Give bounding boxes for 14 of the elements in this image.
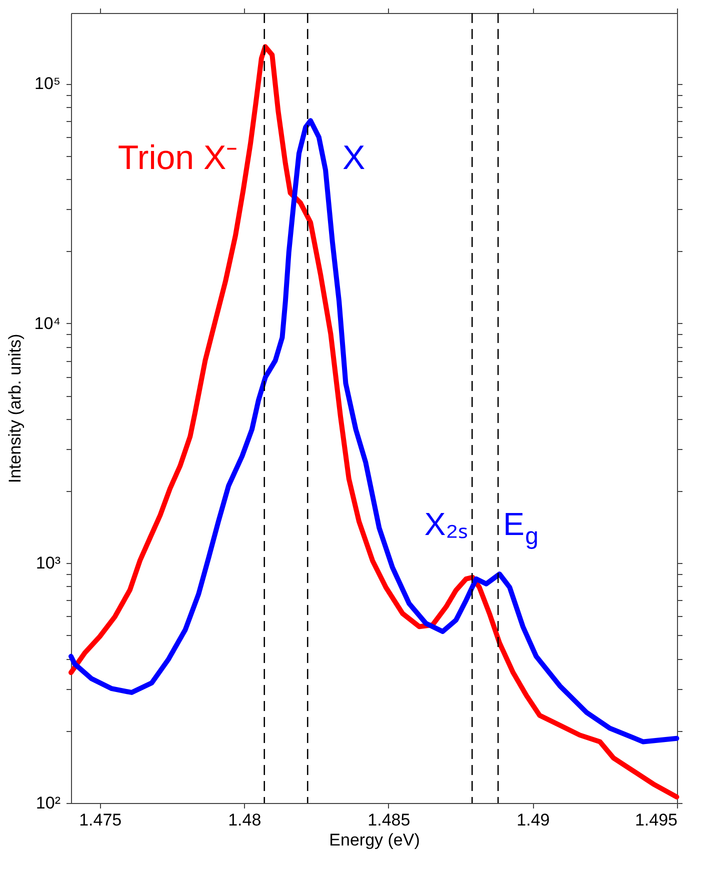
y-axis-title: Intensity (arb. units) (5, 334, 24, 484)
ref-line-label: X₂ₛ (424, 506, 468, 542)
series-label: Trion X⁻ (118, 139, 238, 177)
x-tick-label: 1.49 (516, 810, 550, 830)
x-axis-title: Energy (eV) (329, 830, 420, 850)
y-tick-label: 10³ (36, 554, 61, 573)
y-tick-label: 10⁵ (34, 74, 60, 94)
x-tick-label: 1.495 (634, 810, 678, 830)
y-tick-label: 10² (36, 794, 61, 812)
x-tick-label: 1.48 (228, 810, 262, 830)
y-tick-label: 10⁴ (34, 314, 60, 333)
series-label: X (342, 139, 366, 177)
x-tick-label: 1.475 (79, 810, 122, 830)
x-tick-label: 1.485 (368, 810, 410, 830)
